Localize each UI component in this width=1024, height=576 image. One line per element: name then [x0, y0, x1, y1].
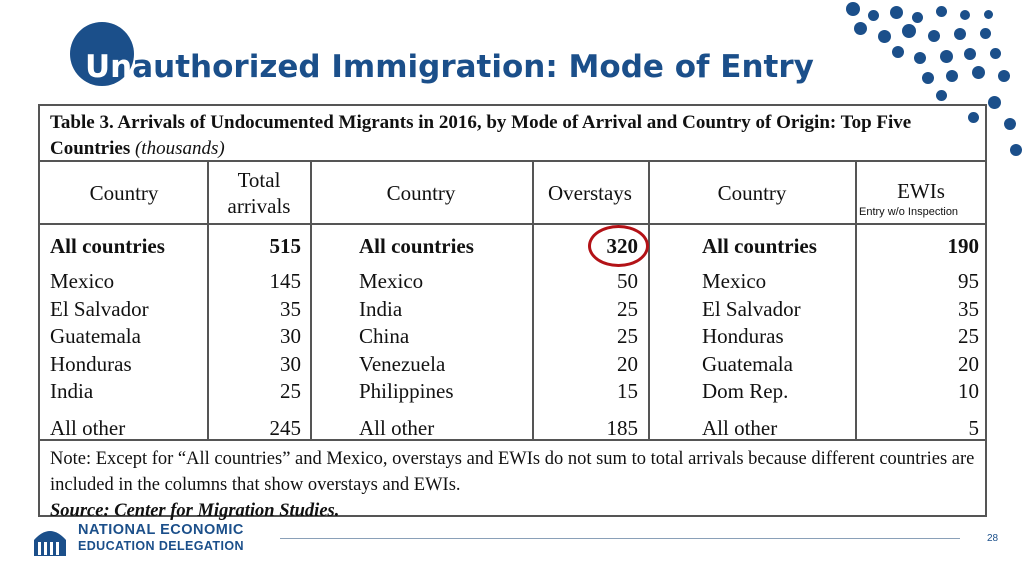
header-overstays: Overstays	[548, 181, 632, 205]
row-country: India	[50, 379, 94, 403]
row-country: Honduras	[50, 351, 132, 376]
slide-title-text: Unauthorized Immigration: Mode of Entry	[85, 52, 814, 83]
row-country: India	[359, 296, 403, 321]
title-rest: authorized Immigration: Mode of Entry	[132, 49, 814, 85]
row-country: Dom Rep.	[702, 379, 789, 403]
title-highlight: Un	[85, 49, 133, 85]
table-col-divider	[855, 161, 857, 439]
other-ewis: 5	[968, 416, 980, 440]
row-total: 30	[280, 324, 301, 348]
row-overstays: 25	[617, 324, 638, 348]
row-country: Honduras	[702, 324, 784, 348]
row-total: 145	[269, 269, 302, 293]
other-country: All other	[50, 416, 126, 440]
summary-country: All countries	[702, 234, 817, 258]
row-ewis: 20	[958, 351, 979, 376]
header-country: Country	[717, 181, 787, 205]
row-total: 35	[280, 296, 301, 321]
row-country: El Salvador	[50, 296, 149, 321]
decorative-dots	[844, 0, 1024, 160]
footer-rule	[280, 538, 960, 539]
table-caption-units: (thousands)	[134, 138, 225, 159]
migration-table: Table 3. Arrivals of Undocumented Migran…	[38, 104, 987, 521]
note-text: Note: Except for “All countries” and Mex…	[50, 449, 975, 495]
row-ewis: 10	[958, 379, 979, 403]
table-col-divider	[532, 161, 534, 439]
page-number: 28	[987, 533, 999, 544]
row-country: Mexico	[50, 269, 115, 293]
row-country: China	[359, 324, 410, 348]
table-caption-bold: Table 3. Arrivals of Undocumented Migran…	[50, 112, 912, 159]
header-ewis: EWIs	[897, 179, 945, 203]
logo-line1: NATIONAL ECONOMIC	[78, 522, 244, 538]
row-ewis: 35	[958, 296, 979, 321]
row-country: Venezuela	[359, 351, 446, 376]
table-caption: Table 3. Arrivals of Undocumented Migran…	[50, 110, 970, 162]
other-overstays: 185	[606, 416, 639, 440]
row-overstays: 20	[617, 351, 638, 376]
header-total-line1: Total	[237, 168, 281, 192]
highlight-circle	[588, 225, 649, 267]
header-ewis-subtitle: Entry w/o Inspection	[859, 206, 959, 218]
table-rule-top	[40, 160, 985, 162]
logo-line2: EDUCATION DELEGATION	[78, 539, 244, 553]
row-country: Philippines	[359, 379, 454, 403]
row-ewis: 95	[958, 269, 979, 293]
row-overstays: 25	[617, 296, 638, 321]
row-total: 30	[280, 351, 301, 376]
table-rule-header	[40, 223, 985, 225]
row-total: 25	[280, 379, 301, 403]
row-ewis: 25	[958, 324, 979, 348]
row-country: El Salvador	[702, 296, 801, 321]
header-total-line2: arrivals	[227, 194, 291, 218]
header-country: Country	[386, 181, 456, 205]
table-col-divider	[207, 161, 209, 439]
summary-country: All countries	[50, 234, 165, 258]
title-circle-decoration	[70, 22, 134, 86]
table-note: Note: Except for “All countries” and Mex…	[50, 446, 975, 524]
row-country: Guatemala	[702, 351, 793, 376]
summary-total: 515	[269, 234, 302, 258]
capitol-dome-icon	[34, 531, 66, 556]
row-country: Guatemala	[50, 324, 141, 348]
table-col-divider	[310, 161, 312, 439]
other-country: All other	[702, 416, 778, 440]
table-rule-bottom	[40, 439, 985, 441]
row-country: Mexico	[359, 269, 424, 293]
table-col-divider	[648, 161, 650, 439]
nee-logo: NATIONAL ECONOMIC EDUCATION DELEGATION	[32, 520, 272, 560]
header-country: Country	[89, 181, 159, 205]
other-country: All other	[359, 416, 435, 440]
source-text: Source: Center for Migration Studies.	[50, 501, 340, 521]
summary-ewis: 190	[947, 234, 980, 258]
summary-country: All countries	[359, 234, 474, 258]
other-total: 245	[269, 416, 302, 440]
row-overstays: 15	[617, 379, 638, 403]
row-overstays: 50	[617, 269, 638, 293]
row-country: Mexico	[702, 269, 767, 293]
